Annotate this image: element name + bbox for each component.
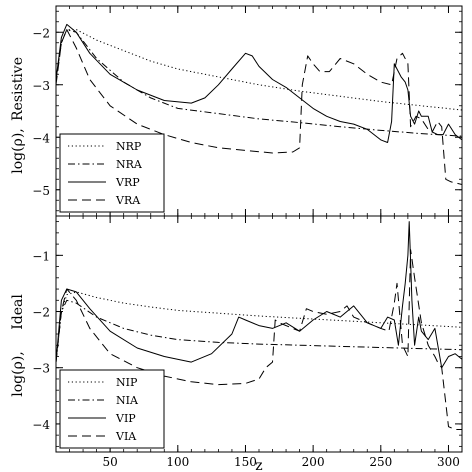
y-tick-label: −1: [32, 249, 50, 263]
series-group: [56, 23, 462, 185]
y-tick-label: −3: [32, 362, 50, 376]
x-tick-label: 100: [166, 455, 189, 469]
panel-label: Ideal: [10, 294, 26, 330]
legend-label: NIP: [116, 376, 138, 389]
panel-ideal: −1 −2 −3 −4 50 100 150 200 250 300 z log(ρ), Ideal NI…: [10, 215, 463, 472]
y-tick-label: −3: [32, 79, 50, 93]
legend-label: VIA: [115, 430, 137, 443]
y-axis-label: log(ρ),: [10, 351, 26, 396]
series-line-vrp: [56, 23, 462, 143]
series-line-nia: [56, 299, 462, 363]
x-tick-label: 300: [437, 455, 460, 469]
series-line-nrp: [56, 29, 462, 111]
legend-box: [59, 369, 165, 449]
x-tick-label: 200: [302, 455, 325, 469]
x-axis-label: z: [255, 458, 262, 472]
y-axis-label: log(ρ),: [10, 128, 26, 173]
legend-label: NRA: [116, 158, 143, 171]
legend-label: NRP: [116, 140, 142, 153]
x-tick-label: 150: [234, 455, 257, 469]
legend-label: VRP: [115, 176, 140, 189]
legend-box: [59, 133, 165, 213]
series-line-nra: [56, 29, 462, 137]
series-line-vip: [56, 221, 462, 369]
x-tick-label: 50: [102, 455, 117, 469]
y-tick-label: −4: [32, 418, 50, 432]
legend-label: VRA: [115, 194, 141, 207]
legend-label: VIP: [115, 412, 136, 425]
y-tick-label: −2: [32, 306, 50, 320]
panel-resistive: −2 −3 −4 −5 log(ρ), Resistive NRP NRA VRP VRA: [10, 5, 463, 217]
x-tick-label: 250: [369, 455, 392, 469]
y-tick-label: −5: [32, 184, 50, 198]
panel-label: Resistive: [10, 57, 26, 121]
y-tick-label: −4: [32, 131, 50, 145]
series-line-vra: [56, 29, 462, 185]
legend-label: NIA: [116, 394, 139, 407]
y-tick-label: −2: [32, 26, 50, 40]
